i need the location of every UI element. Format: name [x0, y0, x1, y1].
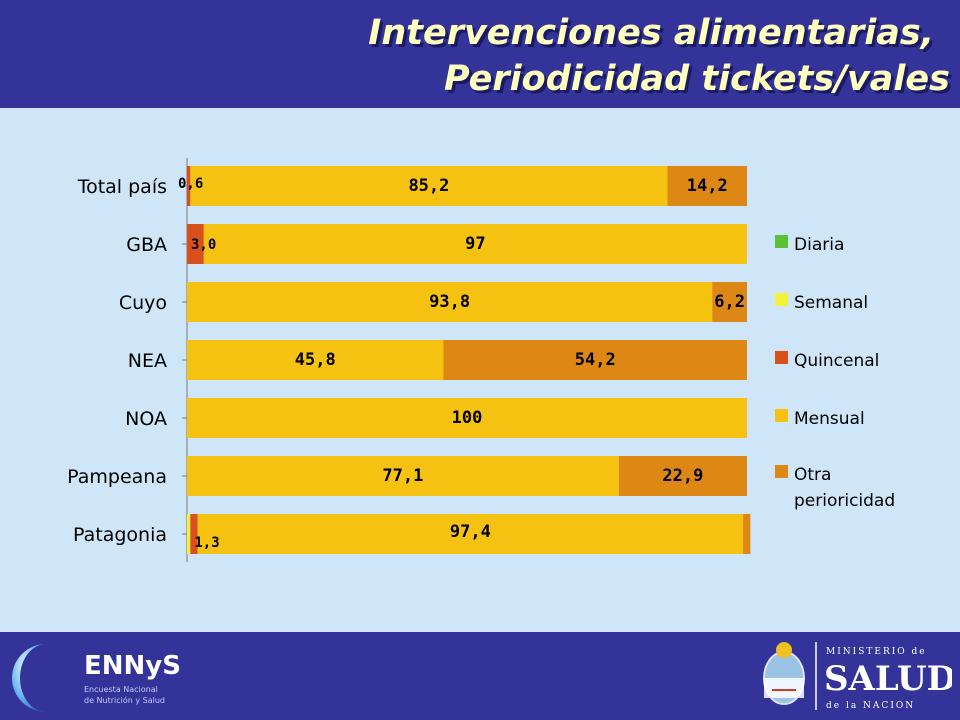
title-line-1: Intervenciones alimentarias,: [368, 13, 934, 53]
bar-cuyo-mensual: [187, 282, 713, 322]
bar-patagonia-quincenal: [190, 514, 198, 554]
bar-pampeana-mensual: [187, 456, 619, 496]
data-label-total-pais-otra-periodicidad: 14,2: [687, 176, 728, 196]
data-label-cuyo-otra-periodicidad: 6,2: [714, 292, 745, 312]
category-label-noa: NOA: [125, 408, 167, 430]
data-label-noa-mensual: 100: [452, 408, 483, 428]
bar-patagonia-semanal: [187, 514, 191, 554]
bar-pampeana-otra-periodicidad: [618, 456, 747, 496]
ennys-name: ENNyS: [84, 651, 181, 681]
data-label-total-pais-mensual: 85,2: [408, 176, 449, 196]
legend-label: Diaria: [794, 235, 845, 255]
ennys-subtitle-2: de Nutrición y Salud: [84, 695, 165, 705]
ennys-subtitle-1: Encuesta Nacional: [84, 685, 158, 694]
bar-cuyo-otra-periodicidad: [712, 282, 747, 322]
data-label-patagonia-mensual: 97,4: [450, 522, 491, 542]
legend-item-quincenal: Quincenal: [775, 348, 879, 374]
bar-patagonia-otra-periodicidad: [743, 514, 751, 554]
legend-swatch: [775, 351, 788, 364]
bar-nea-mensual: [187, 340, 444, 380]
legend-swatch: [775, 409, 788, 422]
slide-title: Intervenciones alimentarias, Periodicida…: [368, 10, 950, 102]
legend-label: Quincenal: [794, 351, 880, 371]
coat-of-arms-icon: [763, 642, 805, 705]
category-label-total-pais: Total país: [77, 176, 167, 198]
legend-label: Otra perioricidad: [794, 465, 896, 511]
bar-patagonia-mensual: [197, 514, 744, 554]
legend-item-diaria: Diaria: [775, 232, 844, 258]
category-label-patagonia: Patagonia: [73, 524, 167, 546]
legend-label: Semanal: [794, 293, 869, 313]
legend-swatch: [775, 293, 788, 306]
data-label-total-pais-quincenal: 0,6: [178, 176, 203, 192]
legend-item-semanal: Semanal: [775, 290, 868, 316]
ministerio-bottom: de la NACION: [826, 701, 915, 711]
ministerio-salud-logo: MINISTERIO de SALUD de la NACION: [763, 642, 952, 711]
legend-swatch: [775, 235, 788, 248]
header-band: [0, 0, 960, 108]
category-label-pampeana: Pampeana: [67, 466, 167, 488]
legend-swatch: [775, 465, 788, 478]
data-label-cuyo-mensual: 93,8: [429, 292, 470, 312]
legend-item-otra-periodicidad: Otra perioricidad: [775, 462, 895, 514]
category-label-nea: NEA: [128, 350, 167, 372]
title-line-2: Periodicidad tickets/vales: [443, 59, 950, 99]
ministerio-main: SALUD: [824, 659, 952, 699]
bar-total-pais-mensual: [190, 166, 668, 206]
legend-item-mensual: Mensual: [775, 406, 865, 432]
data-label-pampeana-mensual: 77,1: [382, 466, 423, 486]
category-label-cuyo: Cuyo: [119, 292, 167, 314]
ennys-logo: ENNyS Encuesta Nacional de Nutrición y S…: [12, 644, 181, 712]
bar-gba-mensual: [203, 224, 748, 264]
bar-nea-otra-periodicidad: [443, 340, 747, 380]
data-label-pampeana-otra-periodicidad: 22,9: [662, 466, 703, 486]
data-label-nea-otra-periodicidad: 54,2: [575, 350, 616, 370]
bar-noa-mensual: [187, 398, 747, 438]
bar-gba-quincenal: [187, 224, 204, 264]
data-label-gba-mensual: 97: [465, 234, 485, 254]
data-label-gba-quincenal: 3,0: [191, 237, 216, 253]
data-label-nea-mensual: 45,8: [295, 350, 336, 370]
stacked-bar-chart: Total país 0,6 85,2 14,2 GBA 3,0 97 Cuyo 93,8 6,2…: [67, 158, 751, 562]
legend-label: Mensual: [794, 409, 865, 429]
bar-total-pais-otra-periodicidad: [667, 166, 747, 206]
category-label-gba: GBA: [126, 234, 167, 256]
bar-total-pais-quincenal: [187, 166, 191, 206]
data-label-patagonia-quincenal: 1,3: [194, 535, 219, 551]
ministerio-top: MINISTERIO de: [826, 647, 927, 657]
